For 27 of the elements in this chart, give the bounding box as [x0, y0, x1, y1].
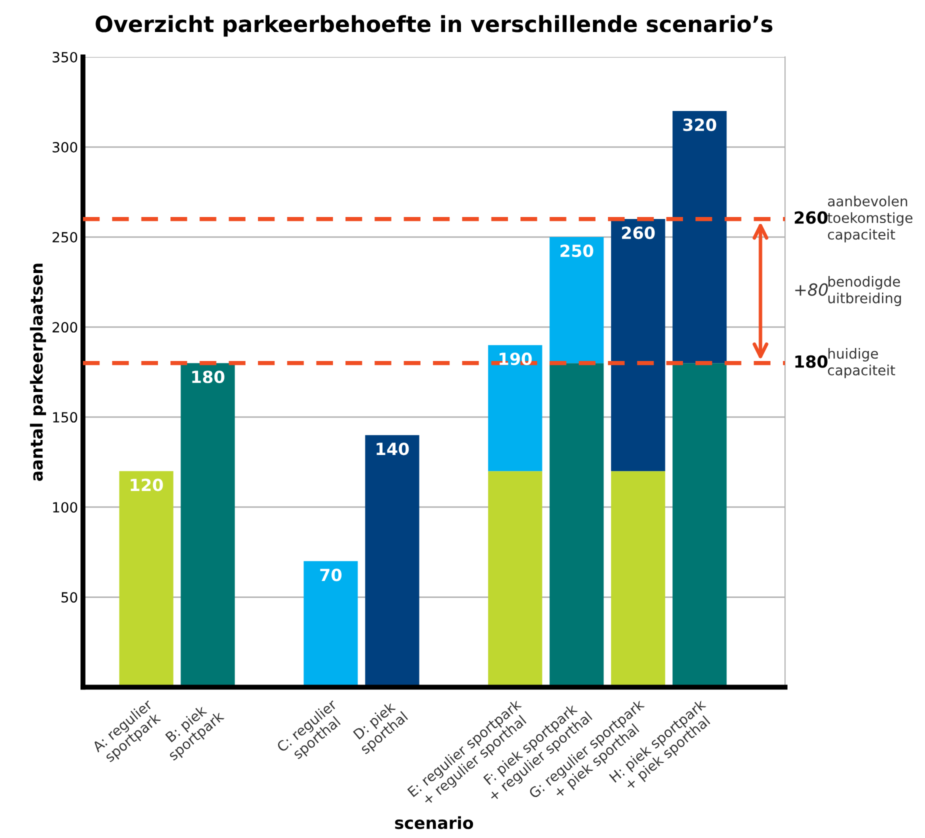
bar [488, 345, 542, 472]
total-label: 140 [376, 442, 409, 456]
bar [611, 219, 666, 472]
total-label: 250 [560, 244, 594, 258]
y-tick-label: 200 [52, 322, 78, 333]
total-label: 180 [192, 370, 224, 384]
ref-line-label: 260 [794, 211, 828, 224]
bar [672, 111, 727, 364]
y-tick-label: 300 [52, 142, 78, 152]
y-tick-label: 100 [53, 502, 78, 513]
text: +80 [795, 283, 828, 296]
y-tick-label: 250 [52, 232, 78, 243]
y-axis-title: aantal parkeerplaatsen [30, 264, 46, 481]
total-label: 260 [622, 226, 655, 240]
total-label: 120 [130, 478, 163, 492]
chart-title: Overzicht parkeerbehoefte in verschillende scenario’s [96, 15, 772, 37]
total-label: 320 [683, 118, 716, 132]
y-tick-label: 350 [52, 52, 78, 62]
y-tick-label: 50 [62, 592, 78, 603]
bar [550, 237, 604, 364]
x-axis-title: scenario [395, 816, 474, 830]
text: benodigde uitbreiding [828, 276, 901, 306]
total-label: 70 [320, 568, 342, 582]
ref-line-label: 180 [795, 355, 828, 368]
text: aanbevolen toekomstige capaciteit [828, 196, 912, 242]
y-tick-label: 150 [53, 412, 78, 423]
text: huidige capaciteit [828, 348, 896, 378]
